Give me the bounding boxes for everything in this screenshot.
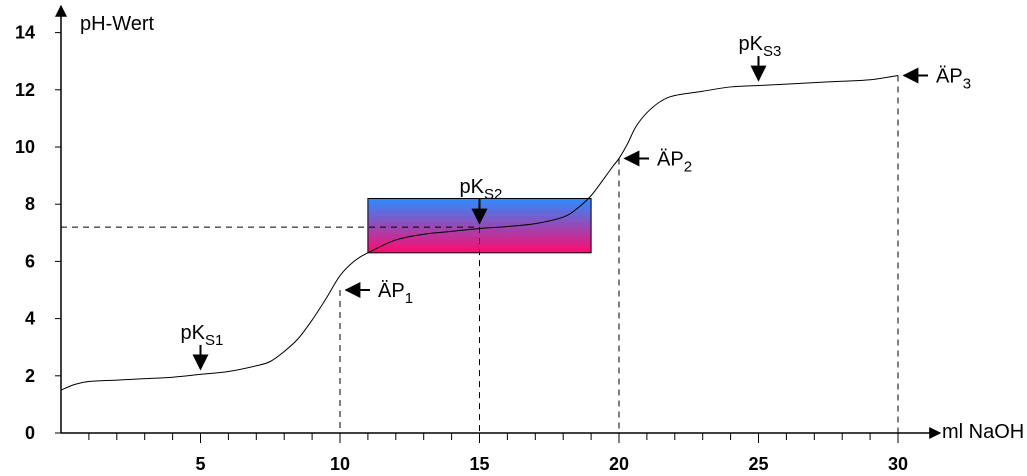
x-tick-label: 10 [330,454,350,474]
pk-label-1: pKS1 [181,322,224,349]
equivalence-label-2: ÄP2 [657,148,692,175]
y-tick-label: 12 [15,80,35,100]
equivalence-label-1: ÄP1 [378,280,413,307]
y-tick-label: 14 [15,23,35,43]
pk-label-3: pKS3 [739,33,782,60]
x-tick-label: 15 [469,454,489,474]
y-tick-label: 2 [25,366,35,386]
y-tick-label: 0 [25,423,35,443]
pk-label-2: pKS2 [460,176,503,203]
x-tick-label: 5 [195,454,205,474]
y-tick-label: 6 [25,251,35,271]
y-tick-label: 10 [15,137,35,157]
x-tick-label: 25 [748,454,768,474]
y-tick-label: 8 [25,194,35,214]
x-tick-label: 20 [609,454,629,474]
equivalence-label-3: ÄP3 [936,66,971,93]
y-axis-title: pH-Wert [80,13,155,35]
x-tick-label: 30 [888,454,908,474]
titration-curve [60,75,899,391]
x-axis-title: ml NaOH [942,421,1024,443]
y-tick-label: 4 [25,309,35,329]
